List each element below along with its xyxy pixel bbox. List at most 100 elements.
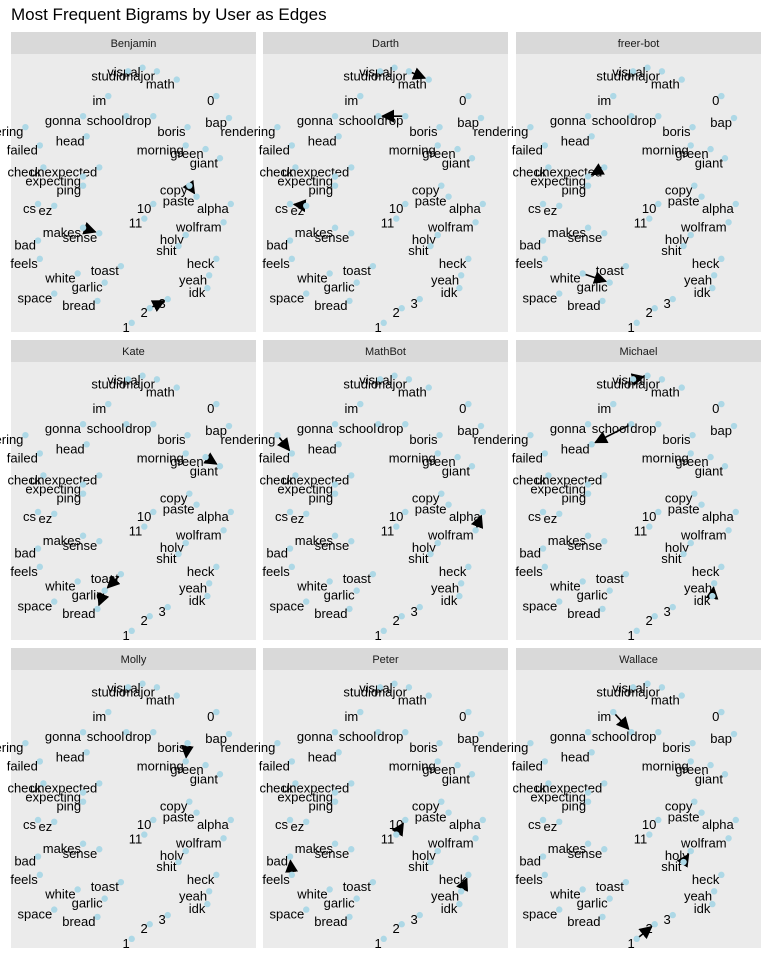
node-point-gonna (584, 728, 592, 736)
node-point-makes (584, 532, 592, 539)
node-point-im (357, 708, 364, 716)
node-label-shit: shit (156, 551, 177, 566)
node-label-paste: paste (415, 810, 447, 825)
node-label-green: green (170, 454, 203, 469)
node-label-alpha: alpha (449, 509, 482, 524)
node-point-space (303, 598, 310, 605)
node-point-studio (629, 68, 637, 75)
node-label-paste: paste (415, 502, 447, 517)
node-point-1 (633, 627, 640, 635)
node-point-0 (213, 92, 220, 100)
node-label-10: 10 (389, 509, 403, 524)
node-label-ez: ez (39, 203, 53, 218)
node-label-ez: ez (291, 819, 305, 834)
node-label-1: 1 (627, 936, 634, 951)
node-label-ez: ez (544, 203, 558, 218)
node-point-bad (286, 853, 294, 860)
node-label-paste: paste (668, 810, 700, 825)
node-label-expecting: expecting (277, 790, 333, 805)
node-point-space (556, 598, 563, 605)
node-point-10 (150, 816, 157, 824)
node-point-head (83, 133, 90, 140)
node-label-major: major (627, 684, 660, 699)
node-label-feels: feels (515, 256, 543, 271)
node-point-bap (730, 730, 738, 738)
node-point-bread (94, 297, 101, 305)
node-point-toast (117, 878, 125, 886)
node-label-head: head (561, 749, 590, 764)
node-label-ping: ping (56, 491, 81, 506)
node-point-cs (286, 508, 294, 516)
node-point-math (678, 76, 685, 83)
node-label-gonna: gonna (550, 421, 587, 436)
facet-panel-background (11, 670, 256, 948)
node-label-rendering: rendering (473, 740, 528, 755)
node-label-heck: heck (187, 872, 215, 887)
node-label-2: 2 (140, 613, 147, 628)
node-point-sense (601, 230, 608, 237)
node-label-sense: sense (63, 846, 98, 861)
node-label-feels: feels (262, 564, 290, 579)
node-point-ez (51, 510, 58, 518)
node-label-space: space (523, 291, 558, 306)
node-label-rendering: rendering (220, 432, 275, 447)
node-point-yeah (205, 272, 213, 279)
node-label-im: im (598, 401, 612, 416)
node-point-visual (644, 680, 651, 687)
node-label-wolfram: wolfram (680, 219, 727, 234)
node-point-0 (465, 400, 472, 408)
node-point-yeah (710, 580, 718, 587)
node-label-shit: shit (661, 243, 682, 258)
node-label-makes: makes (295, 533, 334, 548)
node-point-10 (655, 508, 662, 516)
facet-strip-label: Peter (372, 654, 399, 666)
node-point-holy (434, 847, 441, 855)
node-point-wolfram (725, 219, 732, 226)
node-point-school (375, 728, 382, 736)
node-point-feels (288, 255, 296, 263)
node-point-drop (402, 420, 409, 428)
node-point-10 (150, 200, 157, 208)
node-label-11: 11 (129, 524, 143, 539)
node-point-ping (584, 490, 592, 497)
node-label-bap: bap (710, 115, 732, 130)
facet-strip-label: MathBot (365, 346, 406, 358)
node-point-ping (331, 490, 339, 497)
node-point-morning (434, 142, 441, 149)
node-point-0 (718, 400, 725, 408)
node-label-bap: bap (457, 423, 479, 438)
node-point-feels (36, 871, 44, 879)
node-label-1: 1 (627, 320, 634, 335)
node-point-copy (438, 182, 445, 189)
node-point-toast (622, 570, 630, 578)
node-point-giant (721, 463, 729, 470)
node-label-failed: failed (512, 450, 543, 465)
node-point-feels (36, 255, 44, 263)
node-label-1: 1 (374, 936, 381, 951)
node-point-holy (687, 847, 694, 855)
node-label-morning: morning (389, 758, 436, 773)
node-point-garlic (101, 895, 108, 902)
node-point-major (405, 68, 413, 75)
node-label-toast: toast (596, 263, 625, 278)
node-label-copy: copy (160, 799, 188, 814)
node-label-shit: shit (408, 551, 429, 566)
node-point-toast (369, 262, 377, 270)
node-label-major: major (374, 68, 407, 83)
node-point-sense (96, 846, 103, 853)
node-point-drop (655, 728, 662, 736)
node-label-check: check (512, 780, 546, 795)
node-point-failed (288, 142, 296, 149)
node-label-head: head (561, 133, 590, 148)
node-label-green: green (170, 762, 203, 777)
node-label-10: 10 (137, 509, 151, 524)
node-label-morning: morning (137, 142, 184, 157)
node-label-rendering: rendering (220, 740, 275, 755)
node-point-bread (94, 605, 101, 613)
node-label-morning: morning (642, 758, 689, 773)
node-label-copy: copy (412, 799, 440, 814)
node-point-heck (465, 871, 472, 879)
node-point-shit (175, 242, 182, 250)
